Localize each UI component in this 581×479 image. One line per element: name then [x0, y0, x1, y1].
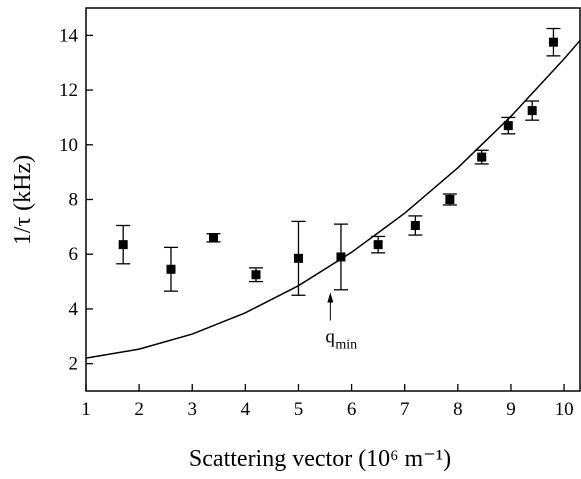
data-point: [336, 252, 346, 262]
data-point: [503, 121, 513, 131]
x-tick-label: 3: [187, 399, 197, 420]
y-axis-label: 1/τ (kHz): [10, 155, 36, 245]
data-point: [477, 152, 487, 162]
x-tick-label: 1: [81, 399, 91, 420]
y-tick-label: 10: [59, 135, 78, 156]
data-point: [548, 37, 558, 47]
data-point: [166, 264, 176, 274]
data-point: [445, 195, 455, 204]
data-point: [118, 240, 128, 250]
data-point: [251, 270, 261, 280]
x-tick-label: 7: [400, 399, 410, 420]
x-axis-label: Scattering vector (10⁶ m⁻¹): [189, 446, 451, 472]
annotation-arrowhead: [327, 292, 334, 303]
y-tick-label: 2: [69, 354, 79, 375]
data-point: [373, 240, 383, 250]
x-tick-label: 5: [294, 399, 304, 420]
data-point: [208, 233, 218, 243]
data-point: [293, 253, 303, 263]
y-tick-label: 6: [69, 244, 79, 265]
x-tick-label: 10: [555, 399, 574, 420]
x-tick-label: 9: [506, 399, 516, 420]
x-tick-label: 8: [453, 399, 463, 420]
annotation-subscript: min: [335, 338, 357, 353]
y-tick-label: 14: [59, 25, 79, 46]
x-tick-label: 2: [134, 399, 144, 420]
y-tick-label: 4: [69, 299, 79, 320]
x-tick-label: 6: [347, 399, 357, 420]
y-tick-label: 12: [59, 80, 78, 101]
y-tick-label: 8: [69, 190, 79, 211]
x-tick-label: 4: [241, 399, 251, 420]
data-point: [527, 106, 537, 116]
fit-curve: [85, 40, 581, 359]
data-point: [410, 220, 420, 230]
annotation-text: q: [325, 327, 335, 348]
